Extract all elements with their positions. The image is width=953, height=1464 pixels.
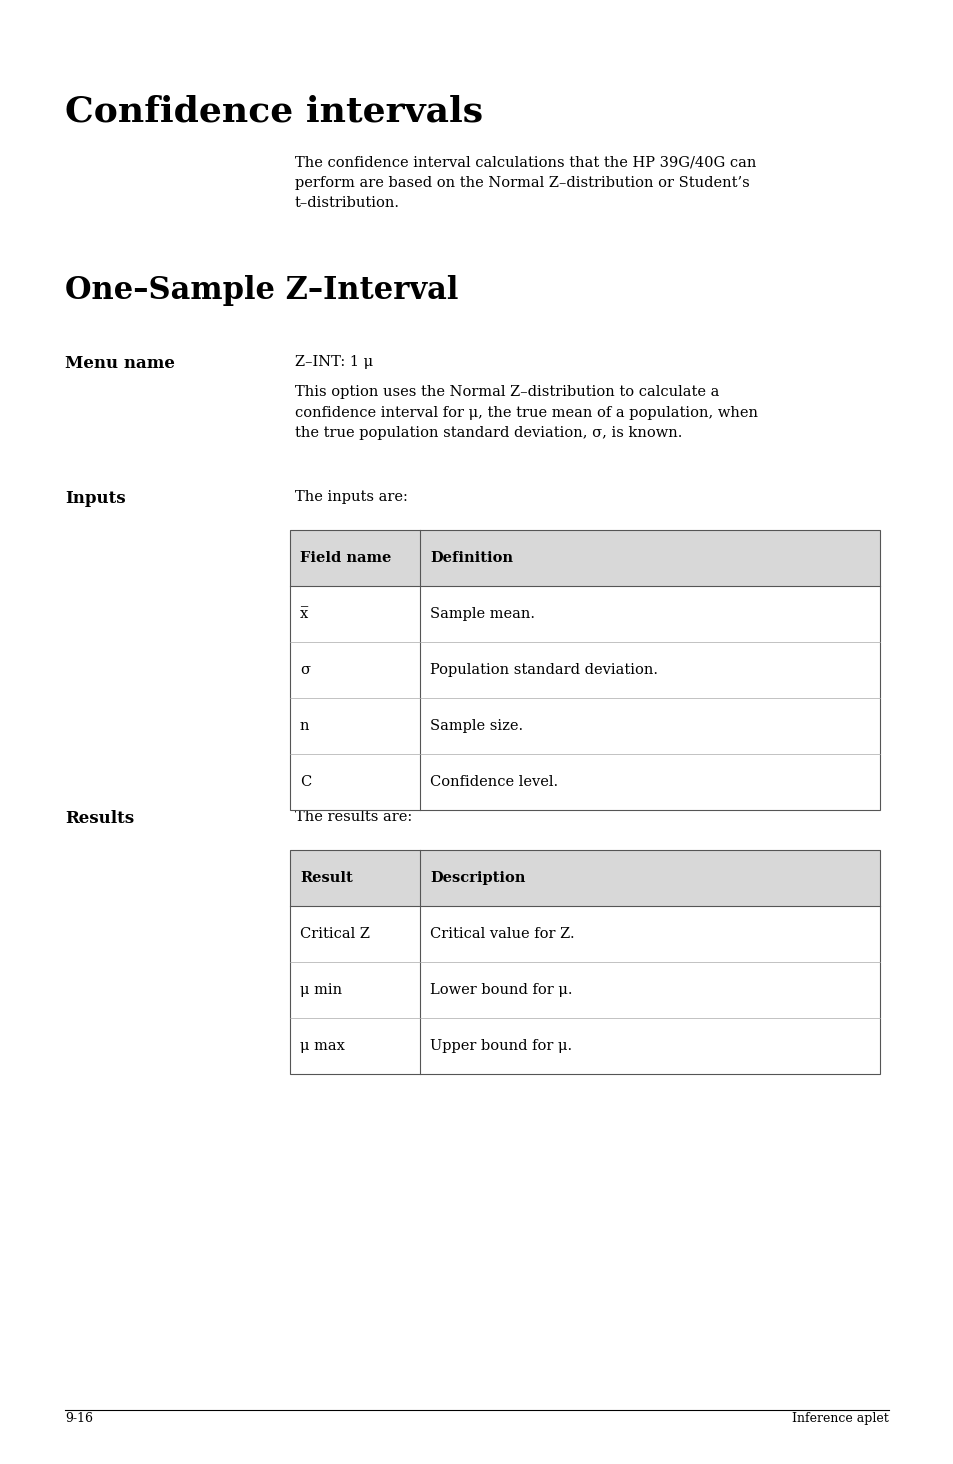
Text: Population standard deviation.: Population standard deviation. [430, 663, 658, 676]
Text: Lower bound for μ.: Lower bound for μ. [430, 982, 572, 997]
Bar [290, 530, 879, 586]
Text: Z–INT: 1 μ: Z–INT: 1 μ [294, 354, 373, 369]
Text: The confidence interval calculations that the HP 39G/40G can
perform are based o: The confidence interval calculations tha… [294, 155, 756, 211]
Text: Critical Z: Critical Z [299, 927, 370, 941]
Text: Confidence intervals: Confidence intervals [65, 95, 482, 129]
Text: The inputs are:: The inputs are: [294, 490, 408, 504]
Bar [290, 851, 879, 1075]
Text: n: n [299, 719, 309, 733]
Text: Menu name: Menu name [65, 354, 174, 372]
Text: Sample size.: Sample size. [430, 719, 522, 733]
Text: Inference aplet: Inference aplet [791, 1411, 888, 1424]
Bar [290, 851, 879, 906]
Text: Critical value for Z.: Critical value for Z. [430, 927, 574, 941]
Text: Sample mean.: Sample mean. [430, 608, 535, 621]
Text: Result: Result [299, 871, 353, 886]
Text: Definition: Definition [430, 550, 513, 565]
Text: σ: σ [299, 663, 310, 676]
Text: Upper bound for μ.: Upper bound for μ. [430, 1039, 572, 1053]
Text: Results: Results [65, 810, 134, 827]
Text: μ max: μ max [299, 1039, 345, 1053]
Text: Confidence level.: Confidence level. [430, 774, 558, 789]
Text: 9-16: 9-16 [65, 1411, 92, 1424]
Text: One–Sample Z–Interval: One–Sample Z–Interval [65, 275, 457, 306]
Text: This option uses the Normal Z–distribution to calculate a
confidence interval fo: This option uses the Normal Z–distributi… [294, 385, 758, 441]
Text: x̅: x̅ [299, 608, 308, 621]
Text: Description: Description [430, 871, 525, 886]
Bar [290, 530, 879, 810]
Text: The results are:: The results are: [294, 810, 412, 824]
Text: C: C [299, 774, 311, 789]
Text: Inputs: Inputs [65, 490, 126, 507]
Text: Field name: Field name [299, 550, 391, 565]
Text: μ min: μ min [299, 982, 342, 997]
